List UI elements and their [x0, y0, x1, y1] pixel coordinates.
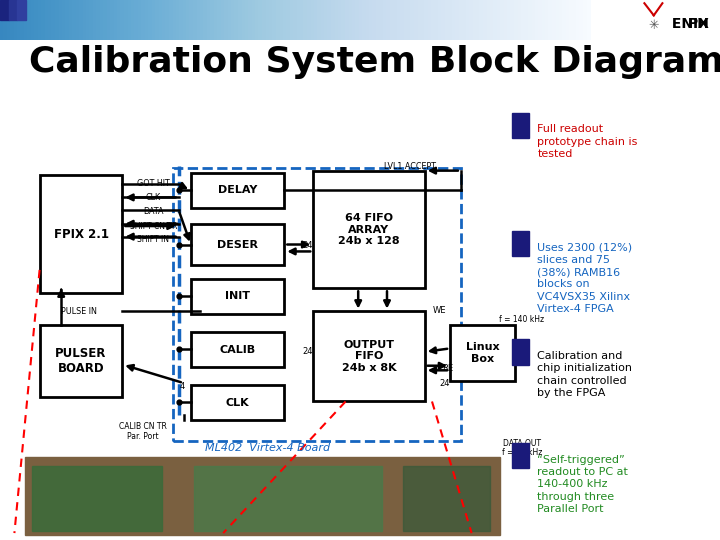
Text: 24: 24: [439, 379, 449, 388]
Bar: [512, 113, 528, 138]
Text: Par. Port: Par. Port: [127, 431, 158, 441]
Text: Linux
Box: Linux Box: [466, 342, 499, 364]
Text: FPIX 2.1: FPIX 2.1: [53, 228, 109, 241]
Text: f = 140 kHz: f = 140 kHz: [500, 315, 544, 324]
Text: DATA OUT: DATA OUT: [503, 438, 541, 448]
Bar: [0, 0, 9, 20]
Text: CLK: CLK: [145, 193, 161, 202]
Bar: [191, 173, 284, 207]
Text: SHIFT IN: SHIFT IN: [138, 235, 169, 244]
Bar: [191, 332, 284, 367]
Bar: [40, 325, 122, 397]
Bar: [40, 176, 122, 293]
Bar: [313, 171, 425, 288]
Text: DELAY: DELAY: [218, 185, 257, 195]
Text: 4: 4: [179, 382, 185, 391]
Text: 64 FIFO
ARRAY
24b x 128: 64 FIFO ARRAY 24b x 128: [338, 213, 400, 246]
Text: “Self-triggered”
readout to PC at
140-400 kHz
through three
Parallel Port: “Self-triggered” readout to PC at 140-40…: [537, 455, 629, 514]
Text: OUTPUT
FIFO
24b x 8K: OUTPUT FIFO 24b x 8K: [342, 340, 396, 373]
Bar: [17, 0, 26, 20]
Text: INIT: INIT: [225, 292, 250, 301]
Text: f = 40 kHz: f = 40 kHz: [502, 448, 542, 457]
Bar: [191, 386, 284, 420]
Text: PULSER
BOARD: PULSER BOARD: [55, 347, 107, 375]
Text: Calibration and
chip initialization
chain controlled
by the FPGA: Calibration and chip initialization chai…: [537, 350, 632, 398]
Text: GOT HIT: GOT HIT: [137, 179, 170, 187]
Text: 24: 24: [302, 347, 312, 356]
Text: ML402  Virtex-4 Board: ML402 Virtex-4 Board: [205, 443, 330, 453]
Bar: [512, 339, 528, 364]
Text: CALIB: CALIB: [220, 345, 256, 355]
Bar: [25, 457, 500, 535]
Bar: [403, 466, 490, 531]
Bar: [194, 466, 382, 531]
Text: LVL1 ACCEPT: LVL1 ACCEPT: [384, 161, 436, 171]
Text: CLK: CLK: [226, 397, 249, 408]
Bar: [9, 0, 17, 20]
Text: ✳: ✳: [649, 18, 659, 32]
Bar: [512, 231, 528, 256]
Bar: [32, 466, 162, 531]
Bar: [173, 168, 461, 441]
Text: SHIFT CN TR: SHIFT CN TR: [130, 222, 177, 231]
Text: PH: PH: [688, 17, 709, 31]
Text: DESER: DESER: [217, 240, 258, 249]
Bar: [512, 443, 528, 468]
Text: PULSE IN: PULSE IN: [61, 307, 97, 316]
Text: Uses 2300 (12%)
slices and 75
(38%) RAMB16
blocks on
VC4VSX35 Xilinx
Virtex-4 FP: Uses 2300 (12%) slices and 75 (38%) RAMB…: [537, 242, 632, 314]
Text: RE: RE: [442, 364, 454, 373]
Text: Full readout
prototype chain is
tested: Full readout prototype chain is tested: [537, 125, 638, 159]
Bar: [450, 325, 515, 381]
Text: WE: WE: [433, 306, 446, 315]
Text: Calibration System Block Diagram: Calibration System Block Diagram: [29, 45, 720, 79]
Bar: [191, 279, 284, 314]
Bar: [191, 224, 284, 265]
Bar: [313, 312, 425, 402]
Text: CALIB CN TR: CALIB CN TR: [119, 422, 166, 431]
Text: ENIX: ENIX: [629, 17, 709, 31]
Text: 24: 24: [302, 241, 312, 250]
Text: DATA: DATA: [143, 207, 163, 216]
